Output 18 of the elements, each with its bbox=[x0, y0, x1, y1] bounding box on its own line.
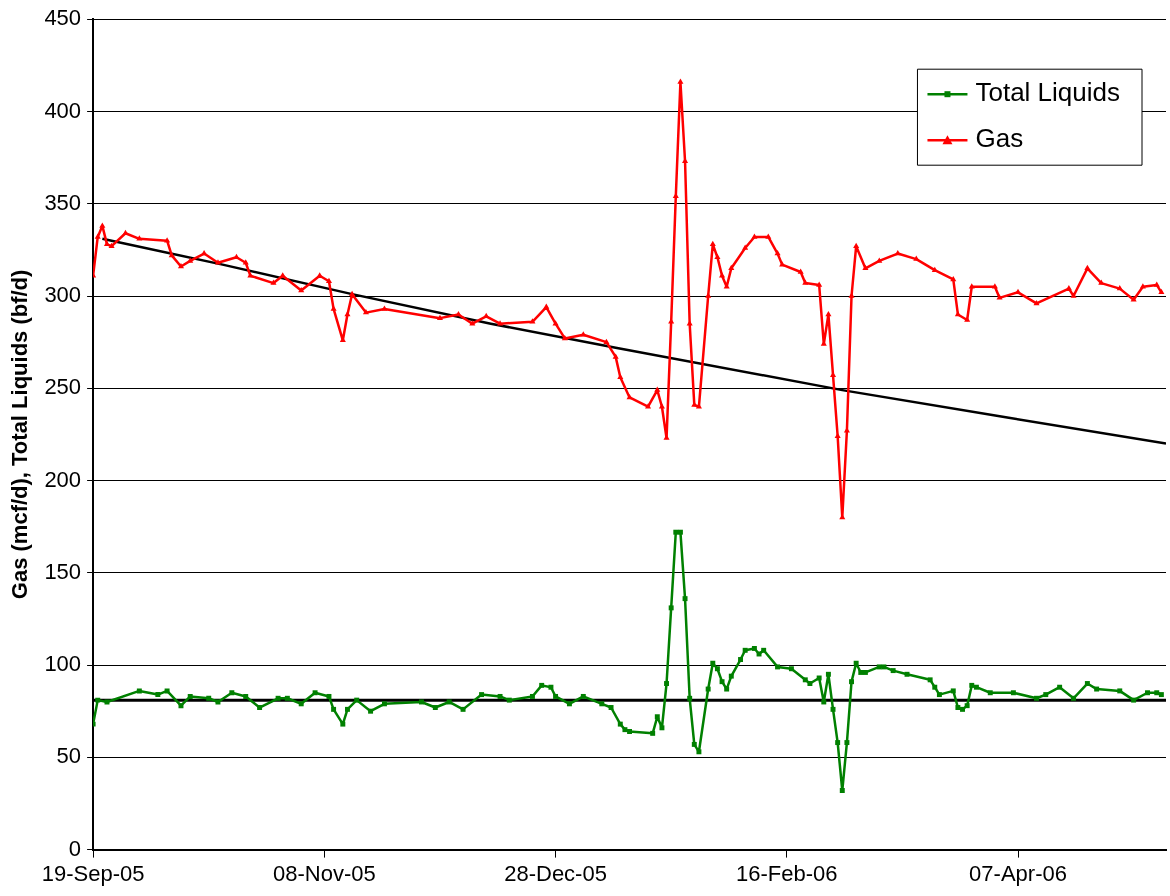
y-axis-title: Gas (mcf/d), Total Liquids (bf/d) bbox=[7, 269, 33, 600]
y-tick-label: 150 bbox=[44, 558, 82, 584]
x-tick-label: 28-Dec-05 bbox=[504, 860, 607, 886]
y-tick-label: 350 bbox=[44, 189, 82, 215]
x-tick-label: 07-Apr-06 bbox=[969, 860, 1067, 886]
legend-label: Total Liquids bbox=[975, 77, 1121, 108]
y-tick-label: 250 bbox=[44, 374, 82, 400]
legend-label: Gas bbox=[975, 123, 1024, 154]
y-tick-label: 450 bbox=[44, 5, 82, 31]
y-tick-label: 50 bbox=[56, 743, 82, 769]
y-tick-label: 100 bbox=[44, 651, 82, 677]
y-tick-label: 200 bbox=[44, 466, 82, 492]
x-tick-label: 19-Sep-05 bbox=[41, 860, 145, 886]
y-tick-label: 400 bbox=[44, 97, 82, 123]
y-tick-label: 0 bbox=[68, 835, 82, 861]
y-tick-label: 300 bbox=[44, 282, 82, 308]
x-tick-label: 08-Nov-05 bbox=[272, 860, 376, 886]
x-tick-label: 16-Feb-06 bbox=[736, 860, 838, 886]
